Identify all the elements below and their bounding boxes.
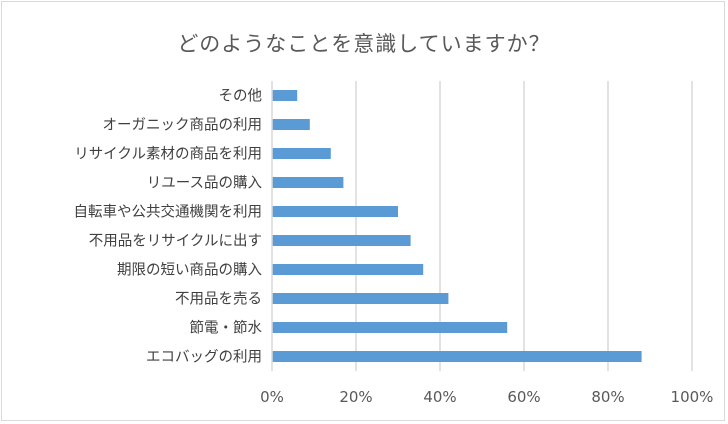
bar (272, 90, 298, 101)
x-tick-label: 100% (671, 388, 714, 406)
x-tick-labels: 0% 20% 40% 60% 80% 100% (260, 388, 713, 406)
x-tick-label: 60% (507, 388, 540, 406)
chart-title: どのようなことを意識していますか？ (177, 32, 551, 56)
category-label: エコバッグの利用 (146, 349, 262, 366)
category-label: 不用品をリサイクルに出す (89, 233, 262, 250)
category-label: リサイクル素材の商品を利用 (74, 146, 262, 163)
category-label: その他 (219, 88, 263, 105)
bars (272, 90, 642, 362)
bar (272, 177, 344, 188)
category-label: オーガニック商品の利用 (103, 117, 263, 134)
bar (272, 235, 411, 246)
bar (272, 119, 310, 130)
category-label: 自転車や公共交通機関を利用 (74, 203, 263, 221)
bar (272, 293, 449, 304)
x-tick-label: 20% (339, 388, 372, 406)
x-tick-label: 80% (591, 388, 624, 406)
category-label: 節電・節水 (190, 319, 263, 337)
x-tick-label: 40% (423, 388, 456, 406)
bar (272, 206, 398, 217)
category-labels: エコバッグの利用 節電・節水 不用品を売る 期限の短い商品の購入 不用品をリサイクルに出… (74, 88, 263, 366)
category-label: リユース品の購入 (147, 175, 262, 192)
category-label: 期限の短い商品の購入 (117, 262, 262, 279)
bar (272, 148, 331, 159)
bar (272, 351, 642, 362)
category-label: 不用品を売る (175, 291, 262, 308)
x-tick-label: 0% (260, 388, 284, 406)
bar (272, 264, 424, 275)
bar (272, 322, 508, 333)
